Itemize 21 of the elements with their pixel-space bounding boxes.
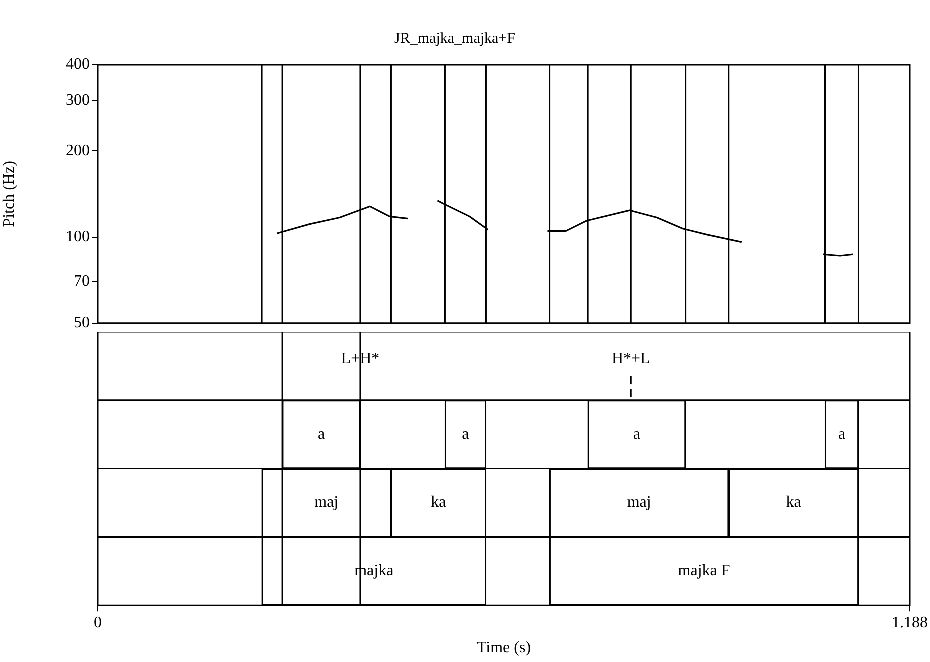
data-label: maj <box>627 494 652 512</box>
data-label: majka F <box>678 562 730 580</box>
y-tick-label: 300 <box>66 92 90 109</box>
y-tick-label: 400 <box>66 56 90 74</box>
data-label: maj <box>314 494 339 512</box>
y-axis-title: Pitch (Hz) <box>0 161 18 228</box>
chart-title: JR_majka_majka+F <box>394 30 516 47</box>
data-label: ka <box>431 494 446 512</box>
data-label: a <box>838 426 846 443</box>
x-tick-label: 1.188 <box>892 614 928 632</box>
data-label: a <box>318 426 326 443</box>
y-tick-label: 100 <box>66 228 90 246</box>
x-tick-label: 0 <box>94 614 102 632</box>
y-tick-label: 200 <box>66 142 90 160</box>
data-label: a <box>462 426 470 443</box>
y-tick-label: 70 <box>74 272 90 290</box>
data-label: ka <box>786 494 802 512</box>
ref-line-label: H*+L <box>612 350 650 368</box>
data-label: a <box>633 426 640 443</box>
y-tick-label: 50 <box>74 314 90 332</box>
x-axis-title: Time (s) <box>476 640 532 657</box>
